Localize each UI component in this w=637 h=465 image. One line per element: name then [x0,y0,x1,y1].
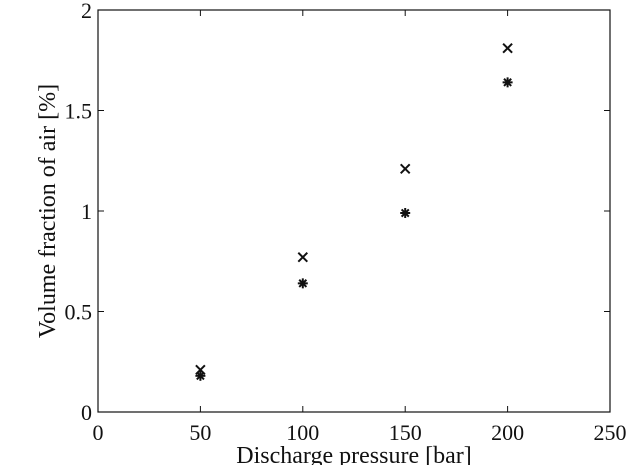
y-tick-label: 1.5 [65,99,93,124]
y-tick-label: 0 [81,400,92,425]
x-tick-label: 250 [594,420,627,445]
x-tick-label: 200 [491,420,524,445]
x-tick-label: 50 [189,420,211,445]
y-tick-label: 1 [81,199,92,224]
asterisk-marker-point [502,77,513,88]
y-axis-label: Volume fraction of air [%] [35,84,61,338]
y-tick-label: 2 [81,0,92,23]
x-marker-point [297,252,309,263]
x-axis-label: Discharge pressure [bar] [236,443,471,465]
asterisk-marker-point [400,208,411,219]
points-layer [195,42,513,381]
ticks-layer [97,9,611,413]
x-marker-point [399,163,411,174]
x-tick-label: 0 [93,420,104,445]
tick-labels-layer: 0 50 100 150 200 250 0 0.5 1 1.5 2 [65,0,627,445]
asterisk-marker-point [195,370,206,381]
x-marker-point [502,42,513,54]
y-tick-label: 0.5 [65,300,93,325]
x-tick-label: 100 [286,420,319,445]
x-tick-label: 150 [389,420,422,445]
plot-area [97,9,611,413]
asterisk-marker-point [297,278,308,289]
